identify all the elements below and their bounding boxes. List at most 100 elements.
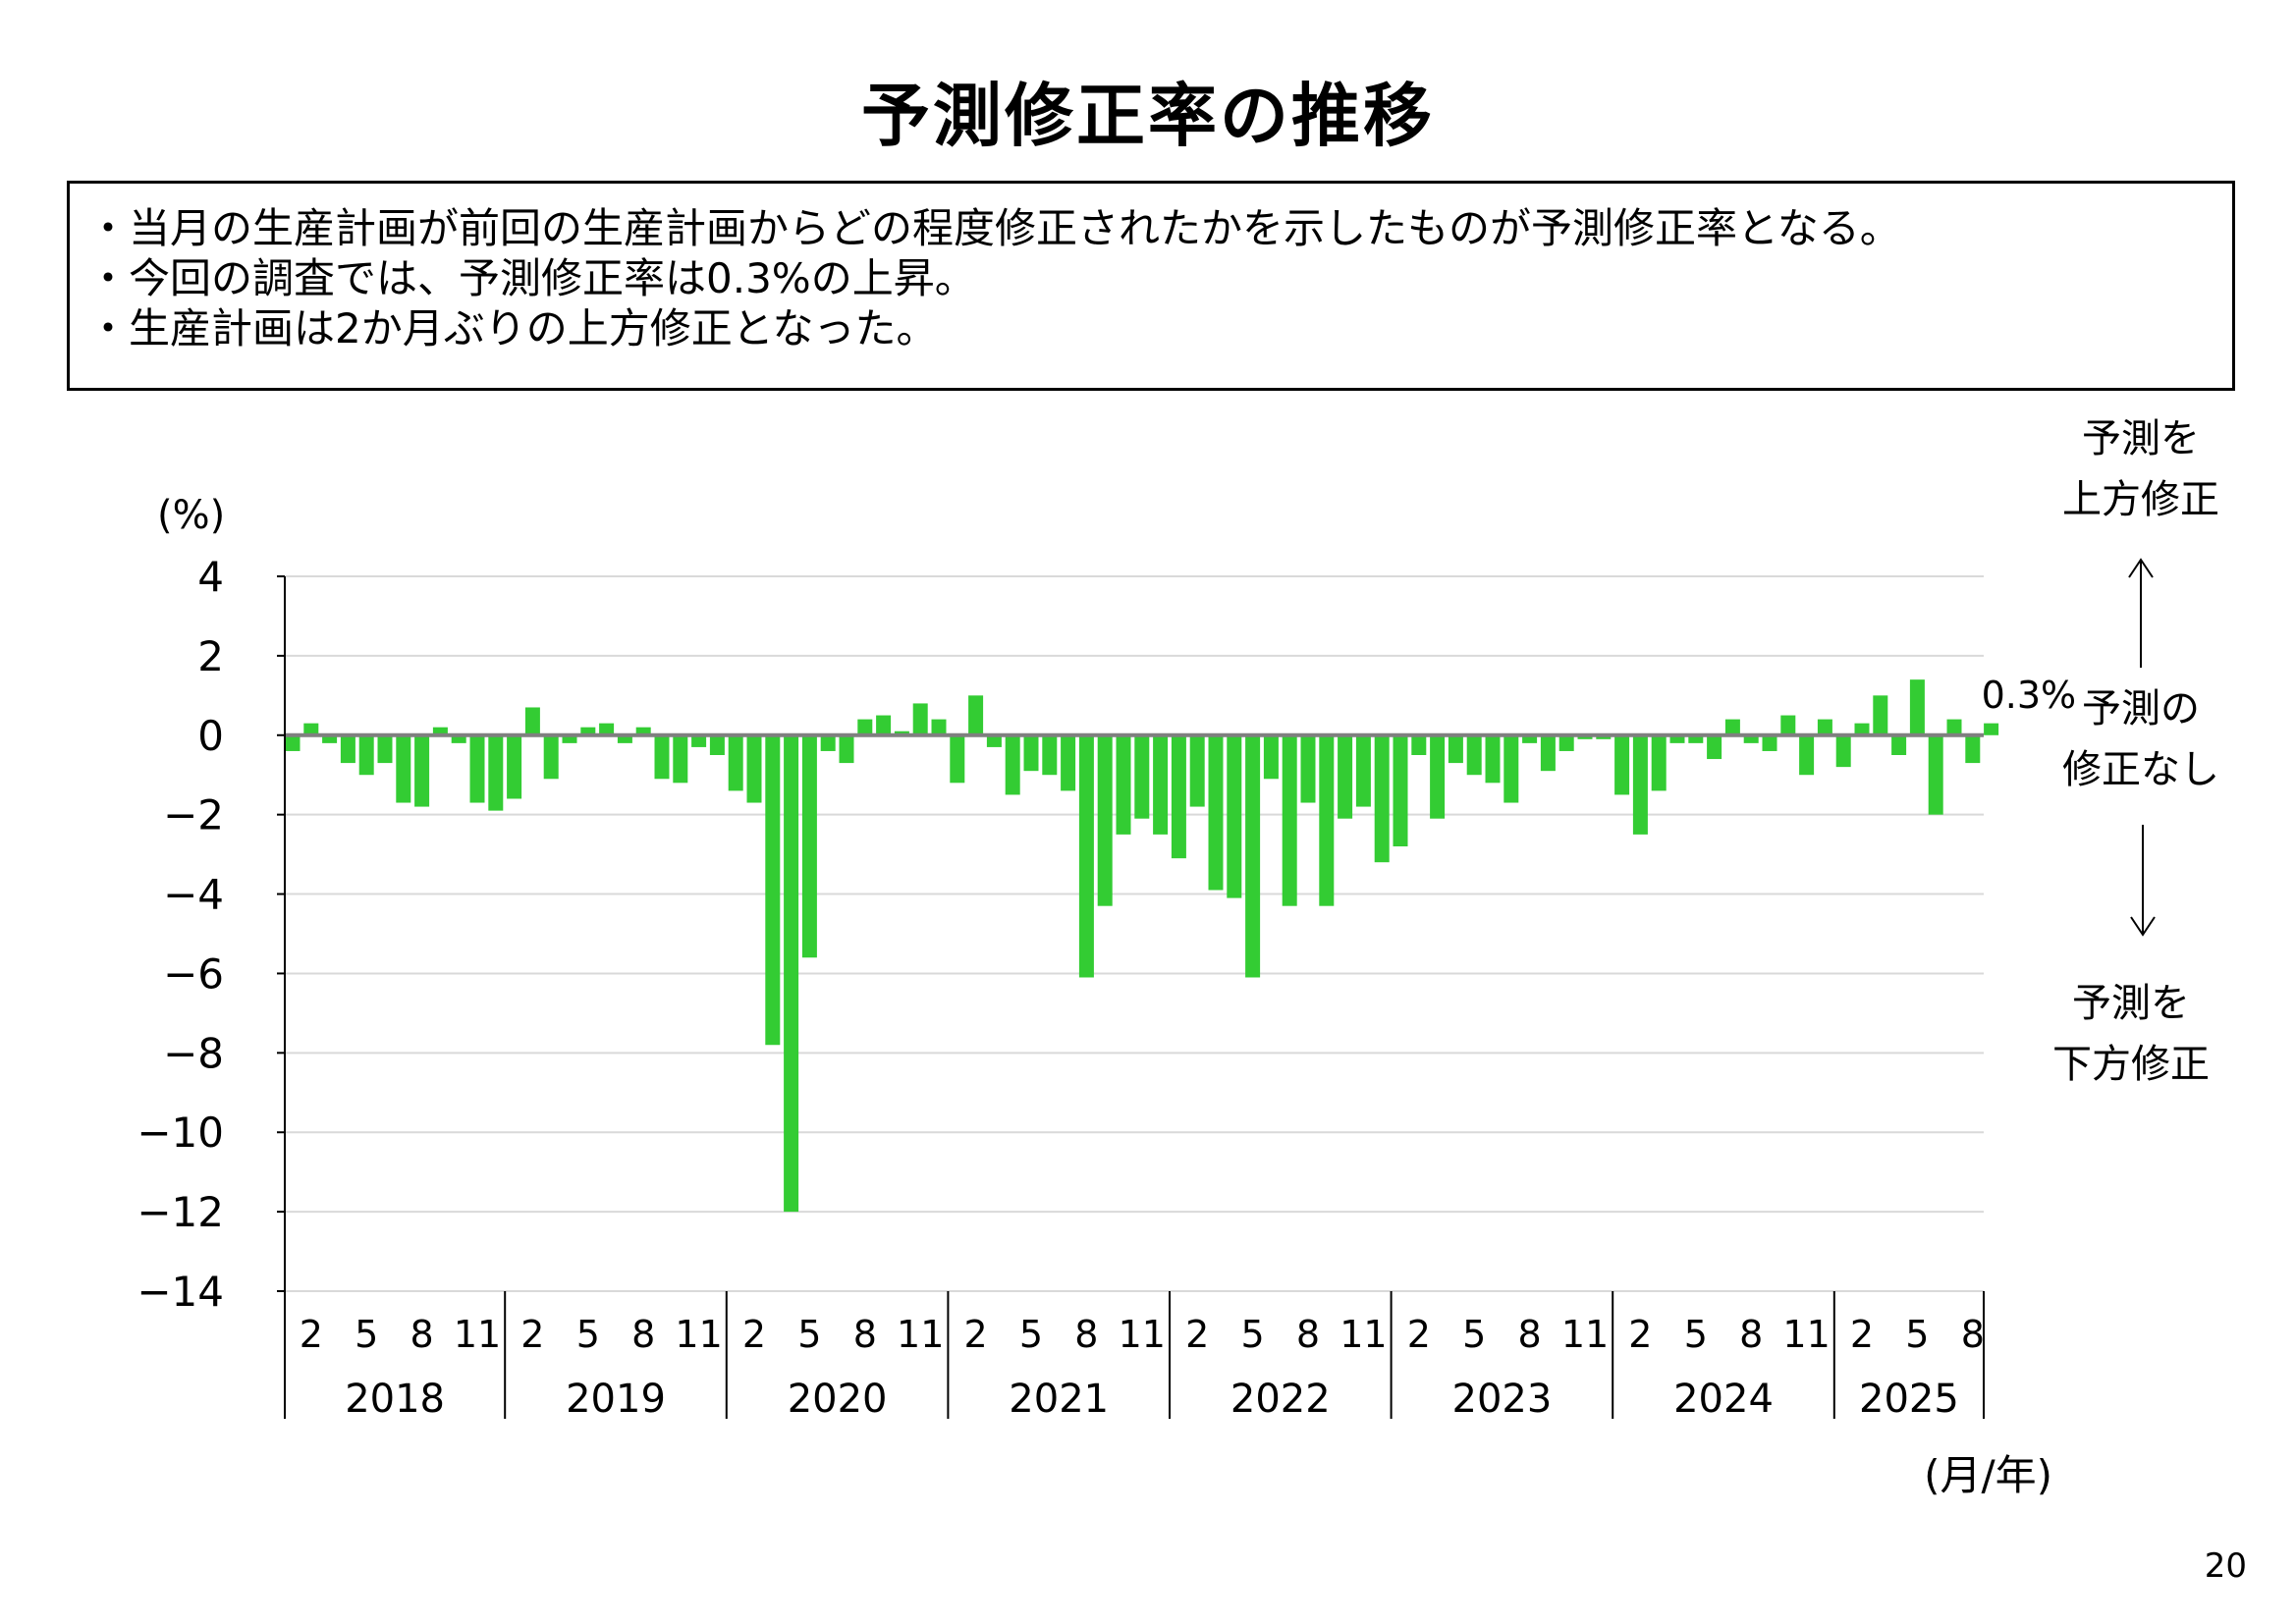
bar — [1393, 734, 1408, 847]
month-tick-label: 8 — [853, 1313, 877, 1356]
bar — [1780, 715, 1796, 735]
bar — [1411, 734, 1427, 755]
month-tick-label: 2 — [742, 1313, 766, 1356]
y-tick-label: −6 — [163, 949, 224, 998]
bar — [728, 734, 743, 791]
bar — [673, 734, 688, 784]
bar — [857, 719, 873, 735]
bar — [1485, 734, 1501, 784]
month-tick-label: 5 — [1019, 1313, 1043, 1356]
bar — [488, 734, 504, 811]
year-label: 2024 — [1673, 1377, 1774, 1422]
latest-value-label: 0.3% — [1982, 674, 2077, 717]
y-tick-label: −8 — [163, 1029, 224, 1077]
bar — [876, 715, 892, 735]
bar — [1835, 734, 1851, 768]
y-tick-label: 0 — [197, 712, 224, 760]
bar — [709, 734, 725, 755]
y-tick-label: −12 — [137, 1188, 224, 1236]
bar — [912, 703, 928, 735]
bar — [1227, 734, 1242, 898]
month-tick-label: 11 — [1119, 1313, 1166, 1356]
bar — [765, 734, 781, 1046]
bar — [1171, 734, 1186, 859]
page-title: 予測修正率の推移 — [861, 76, 1435, 156]
month-tick-label: 8 — [1296, 1313, 1320, 1356]
month-tick-label: 5 — [797, 1313, 821, 1356]
bar — [691, 734, 707, 747]
bar — [396, 734, 411, 803]
bar — [1928, 734, 1943, 815]
bar — [931, 719, 947, 735]
bar — [1023, 734, 1039, 772]
bar — [1448, 734, 1463, 764]
bar — [1946, 719, 1962, 735]
bar — [1078, 734, 1094, 978]
bar — [1282, 734, 1297, 906]
neutral-label: 予測の — [2082, 686, 2200, 731]
month-tick-label: 8 — [1961, 1313, 1985, 1356]
bar — [599, 723, 615, 735]
bar — [784, 734, 799, 1213]
bar — [285, 734, 301, 751]
bar — [303, 723, 319, 735]
month-tick-label: 5 — [576, 1313, 600, 1356]
year-label: 2025 — [1859, 1377, 1959, 1422]
bar — [1873, 695, 1888, 735]
summary-line: ・生産計画は2か月ぶりの上方修正となった。 — [87, 304, 938, 352]
bar — [377, 734, 393, 764]
month-tick-label: 2 — [1407, 1313, 1431, 1356]
upward-label: 予測を — [2082, 416, 2200, 461]
month-tick-label: 2 — [1850, 1313, 1874, 1356]
bar — [1208, 734, 1224, 891]
bar — [562, 734, 577, 743]
year-label: 2022 — [1230, 1377, 1331, 1422]
bar — [1300, 734, 1316, 803]
month-tick-label: 2 — [1628, 1313, 1652, 1356]
bar — [746, 734, 762, 803]
bar — [839, 734, 854, 764]
bar — [1134, 734, 1150, 819]
bar — [358, 734, 374, 776]
bar — [1891, 734, 1907, 755]
bar — [950, 734, 965, 784]
month-tick-label: 11 — [897, 1313, 944, 1356]
bar — [507, 734, 522, 799]
summary-line: ・今回の調査では、予測修正率は0.3%の上昇。 — [87, 254, 976, 302]
bar — [1762, 734, 1777, 751]
month-tick-label: 8 — [1518, 1313, 1542, 1356]
bar — [524, 707, 540, 735]
year-label: 2021 — [1009, 1377, 1109, 1422]
bar — [894, 731, 909, 735]
month-tick-label: 2 — [1185, 1313, 1209, 1356]
bar — [1596, 734, 1612, 739]
month-tick-label: 5 — [1905, 1313, 1929, 1356]
month-tick-label: 11 — [1561, 1313, 1609, 1356]
x-axis-label: (月/年) — [1924, 1451, 2052, 1499]
bar — [1854, 723, 1870, 735]
year-label: 2019 — [566, 1377, 666, 1422]
up-arrow-icon — [2128, 558, 2154, 578]
month-tick-label: 11 — [1339, 1313, 1387, 1356]
bar — [1799, 734, 1815, 776]
bar — [1707, 734, 1722, 760]
bar — [1724, 719, 1740, 735]
bar — [1430, 734, 1446, 819]
month-tick-label: 5 — [1462, 1313, 1486, 1356]
month-tick-label: 5 — [1241, 1313, 1265, 1356]
bar — [968, 695, 984, 735]
y-axis-label: (%) — [157, 493, 225, 538]
bar — [1503, 734, 1519, 803]
bar — [580, 727, 596, 735]
bar — [1558, 734, 1574, 751]
bar — [1743, 734, 1759, 743]
bar — [1984, 723, 1999, 735]
bar — [340, 734, 355, 764]
month-tick-label: 5 — [1684, 1313, 1708, 1356]
bar — [1116, 734, 1131, 835]
month-tick-label: 2 — [300, 1313, 323, 1356]
bar — [414, 734, 430, 807]
month-tick-label: 8 — [410, 1313, 434, 1356]
summary-box: ・当月の生産計画が前回の生産計画からどの程度修正されたかを示したものが予測修正率… — [67, 181, 2235, 391]
